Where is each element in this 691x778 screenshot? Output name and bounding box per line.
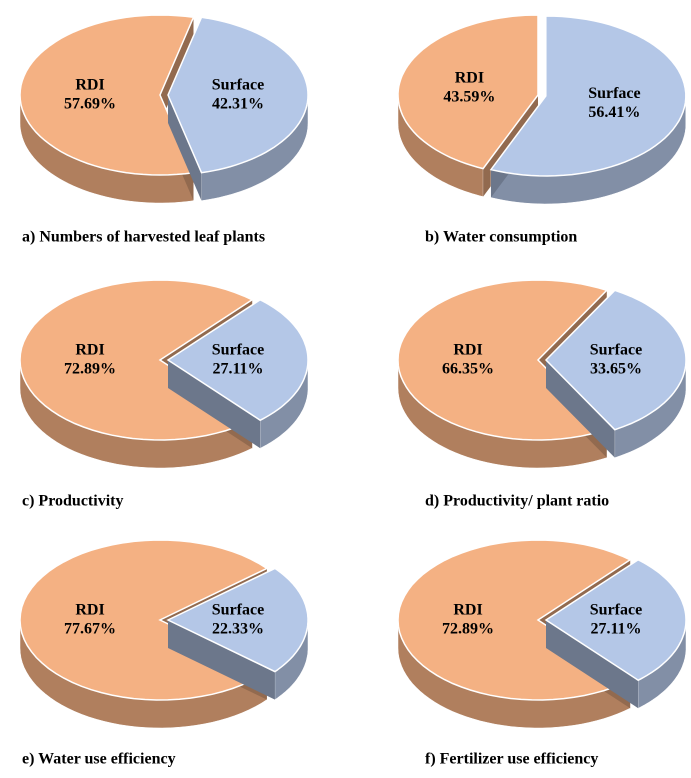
slice-category: RDI: [75, 602, 104, 619]
pie-slice: [489, 15, 687, 205]
slice-value-label: 33.65%: [590, 361, 642, 378]
slice-value-label: 43.59%: [443, 88, 495, 105]
slice-value-label: 72.89%: [64, 361, 116, 378]
slice-value-label: 77.67%: [64, 621, 116, 638]
slice-top: [19, 14, 195, 176]
slice-category: Surface: [588, 85, 640, 102]
slice-value-label: 57.69%: [64, 96, 116, 113]
slice-value-label: 42.31%: [212, 96, 264, 113]
slice-top: [397, 14, 539, 170]
pie-slice: [166, 567, 309, 701]
pie-slice: [166, 298, 309, 449]
slice-top: [397, 279, 609, 441]
slice-category: Surface: [212, 602, 264, 619]
slice-value-label: 27.11%: [212, 361, 263, 378]
slice-top: [166, 567, 309, 673]
slice-category: Surface: [590, 342, 642, 359]
slice-face: [546, 620, 639, 709]
slice-face: [168, 620, 275, 700]
slice-category: RDI: [453, 602, 482, 619]
slice-face: [546, 360, 615, 458]
chart-title: d) Productivity/ plant ratio: [425, 493, 609, 510]
pie-slice: [167, 16, 309, 201]
chart-title: a) Numbers of harvested leaf plants: [22, 229, 265, 246]
slice-face: [168, 360, 261, 449]
slice-value-label: 72.89%: [442, 621, 494, 638]
chart-title: e) Water use efficiency: [22, 751, 176, 768]
slice-value-label: 22.33%: [212, 621, 264, 638]
slice-top: [544, 289, 687, 431]
slice-face: [168, 95, 202, 201]
slice-category: RDI: [75, 77, 104, 94]
slice-category: RDI: [455, 69, 484, 86]
chart-title: b) Water consumption: [425, 229, 577, 246]
chart-title: c) Productivity: [22, 493, 123, 510]
slice-top: [544, 558, 687, 682]
slice-top: [166, 298, 309, 422]
slice-category: RDI: [75, 342, 104, 359]
slice-value-label: 56.41%: [588, 104, 640, 121]
pie-slice: [544, 558, 687, 709]
chart-title: f) Fertilizer use efficiency: [425, 751, 598, 768]
slice-top: [167, 16, 309, 174]
slice-category: Surface: [212, 342, 264, 359]
slice-value-label: 27.11%: [590, 621, 641, 638]
slice-category: Surface: [212, 77, 264, 94]
slice-top: [489, 15, 687, 177]
pie-slice: [544, 289, 687, 459]
slice-category: RDI: [453, 342, 482, 359]
slice-value-label: 66.35%: [442, 361, 494, 378]
slice-category: Surface: [590, 602, 642, 619]
